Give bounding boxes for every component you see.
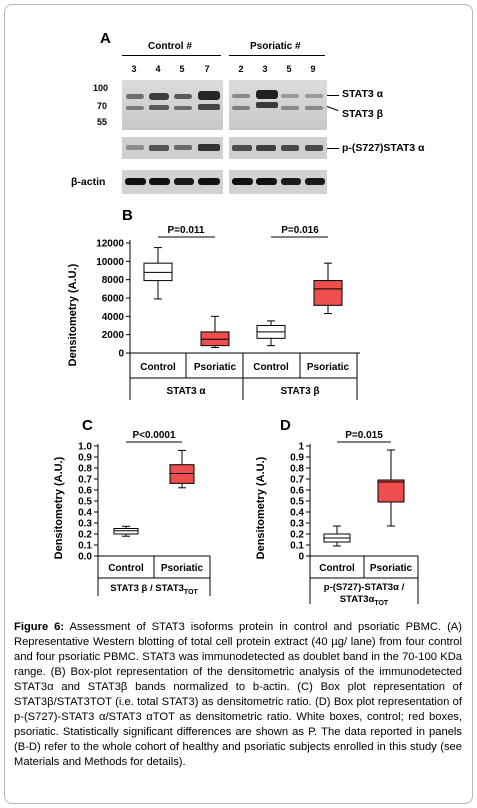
chart-d-ytick-label: 0.4 <box>290 508 304 519</box>
stat3-blot-control <box>122 80 223 130</box>
psoriatic-group-label: Psoriatic # <box>250 41 301 52</box>
chart-c-ylabel: Densitometry (A.U.) <box>53 456 65 559</box>
chart-c-category: Control <box>108 563 144 574</box>
chart-c-ytick-label: 0.3 <box>78 519 92 530</box>
chart-c-ytick-label: 0.6 <box>78 486 92 497</box>
chart-b-category: Control <box>253 362 289 373</box>
chart-c-box <box>113 528 139 535</box>
chart-c-ytick-label: 0.1 <box>78 541 92 552</box>
chart-d-ylabel: Densitometry (A.U.) <box>255 456 267 559</box>
stat3-alpha-label: STAT3 α <box>342 88 384 100</box>
chart-b-category: Psoriatic <box>307 362 350 373</box>
stat3-alpha-pointer <box>327 95 339 96</box>
chart-c-ytick-label: 0.9 <box>78 453 92 464</box>
chart-b-annotation: P=0.011 <box>168 225 205 236</box>
chart-d-box <box>377 479 405 503</box>
chart-d-ytick-label: 0.1 <box>290 541 304 552</box>
chart-b-ytick-label: 10000 <box>96 257 124 268</box>
figure-caption: Figure 6: Assessment of STAT3 isoforms p… <box>14 620 462 770</box>
chart-d-group-label-2: STAT3αTOT <box>340 594 389 607</box>
chart-d-ytick-label: 0.3 <box>290 519 304 530</box>
chart-b-annotation: P=0.016 <box>281 225 319 236</box>
lane-label: 3 <box>131 64 137 74</box>
chart-d-ytick-label: 0.7 <box>290 475 304 486</box>
pstat3-pointer <box>327 148 339 149</box>
actin-blot-psoriatic <box>229 170 327 194</box>
caption-label: Figure 6: <box>14 621 65 633</box>
mw-marker-70: 70 <box>97 101 108 111</box>
control-bracket-line <box>122 55 221 56</box>
chart-d: Densitometry (A.U.) 00.10.20.30.40.50.60… <box>255 430 419 607</box>
chart-d-category: Control <box>319 563 355 574</box>
pstat3-blot-psoriatic <box>229 137 327 159</box>
chart-d-annotation: P=0.015 <box>345 430 383 441</box>
chart-d-group-label-1: p-(S727)-STAT3α / <box>324 582 405 593</box>
chart-c-ytick-label: 0.4 <box>78 508 92 519</box>
control-group-label: Control # <box>148 41 192 52</box>
chart-c: Densitometry (A.U.) 0.00.10.20.30.40.50.… <box>53 430 211 596</box>
chart-b-ytick-label: 6000 <box>102 294 125 305</box>
panel-a-letter: A <box>100 30 111 47</box>
chart-b-group: STAT3 α <box>166 386 206 397</box>
actin-label: β-actin <box>71 176 106 188</box>
chart-b-ytick-label: 0 <box>118 349 124 360</box>
chart-c-ytick-label: 0.2 <box>78 530 92 541</box>
chart-d-ytick-label: 0.2 <box>290 530 304 541</box>
chart-c-ytick-label: 0.7 <box>78 475 92 486</box>
chart-c-ytick-label: 0.0 <box>78 552 92 563</box>
panel-d-letter: D <box>280 417 291 434</box>
lane-label: 5 <box>286 64 292 74</box>
actin-blot-control <box>122 170 223 194</box>
chart-b-ylabel: Densitometry (A.U.) <box>67 263 79 366</box>
pstat3-blot-control <box>122 137 223 159</box>
psoriatic-bracket-line <box>229 55 325 56</box>
chart-c-group-label: STAT3 β / STAT3TOT <box>110 583 198 596</box>
chart-b-ytick-label: 8000 <box>102 275 125 286</box>
chart-b-ytick-label: 2000 <box>102 330 125 341</box>
chart-d-category: Psoriatic <box>370 563 413 574</box>
chart-d-ytick-label: 0.5 <box>290 497 304 508</box>
chart-d-ytick-label: 0.9 <box>290 453 304 464</box>
lane-label: 7 <box>204 64 210 74</box>
chart-b-box <box>313 280 343 306</box>
caption-text: Assessment of STAT3 isoforms protein in … <box>14 621 462 768</box>
chart-b-category: Control <box>140 362 176 373</box>
chart-c-ytick-label: 0.5 <box>78 497 92 508</box>
lane-label: 5 <box>179 64 185 74</box>
chart-b-ytick-label: 12000 <box>96 239 124 250</box>
lane-label: 4 <box>155 64 161 74</box>
panel-b-letter: B <box>122 207 133 224</box>
chart-b-category: Psoriatic <box>194 362 237 373</box>
stat3-blot-psoriatic <box>229 80 327 130</box>
chart-b-group: STAT3 β <box>280 386 319 397</box>
pstat3-label: p-(S727)STAT3 α <box>342 142 425 154</box>
chart-c-category: Psoriatic <box>161 563 204 574</box>
chart-d-ytick-label: 0 <box>298 552 304 563</box>
chart-d-ytick-label: 0.8 <box>290 464 304 475</box>
chart-d-ytick-label: 1 <box>298 442 304 453</box>
chart-c-ytick-label: 0.8 <box>78 464 92 475</box>
panel-c-letter: C <box>82 417 93 434</box>
chart-b-ytick-label: 4000 <box>102 312 125 323</box>
lane-label: 2 <box>238 64 244 74</box>
chart-d-ytick-label: 0.6 <box>290 486 304 497</box>
chart-c-box <box>169 464 195 484</box>
chart-c-ytick-label: 1.0 <box>78 442 92 453</box>
mw-marker-55: 55 <box>97 117 108 127</box>
lane-label: 9 <box>310 64 316 74</box>
chart-b: Densitometry (A.U.) 0 2000 4000 6000 8000 100… <box>67 225 360 400</box>
lane-label: 3 <box>262 64 268 74</box>
stat3-beta-label: STAT3 β <box>342 108 384 120</box>
chart-c-annotation: P<0.0001 <box>132 430 176 441</box>
mw-marker-100: 100 <box>93 83 109 93</box>
